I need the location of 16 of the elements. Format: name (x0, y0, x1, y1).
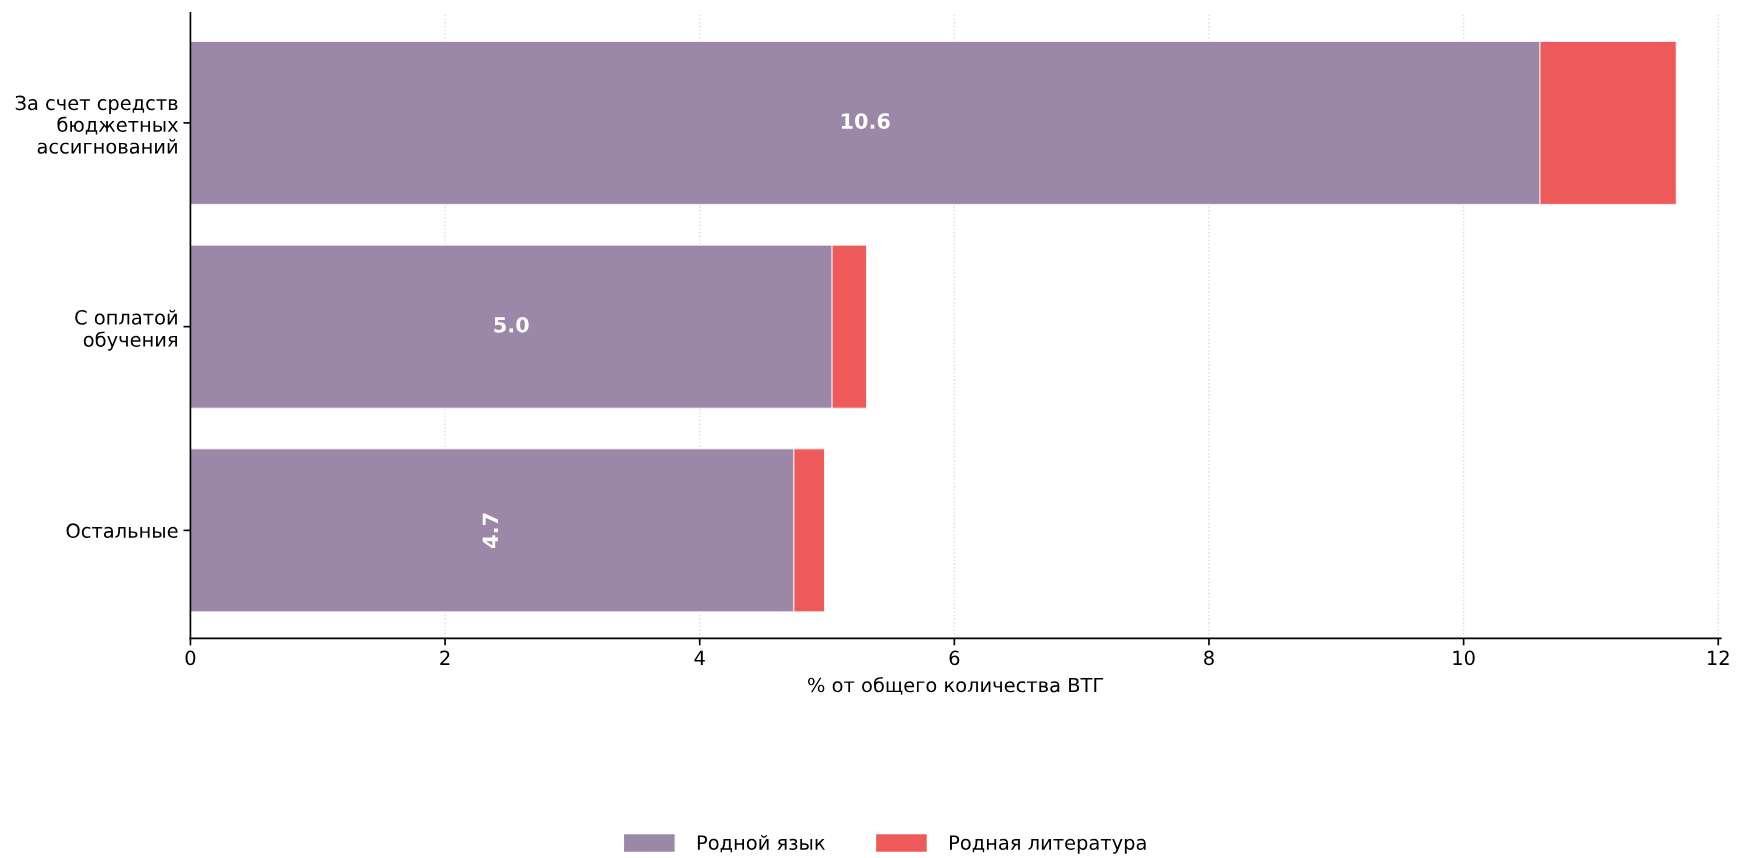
x-tick-label: 10 (1453, 650, 1475, 666)
legend-label: Родной язык (697, 834, 825, 853)
y-tick-label: За счет средств бюджетных ассигнований (15, 95, 178, 154)
x-tick-label: 8 (1204, 650, 1214, 666)
y-tick-label: Остальные (66, 523, 178, 539)
data-label: 5.0 (494, 316, 529, 333)
x-tick-label: 4 (694, 650, 705, 665)
x-axis-title: % от общего количества ВТГ (808, 676, 1104, 695)
legend-label: Родная литература (950, 835, 1146, 854)
x-tick-label: 0 (185, 650, 196, 666)
x-tick-label: 2 (440, 650, 450, 665)
data-label: 4.7 (482, 513, 498, 548)
y-tick-label: С оплатой обучения (75, 309, 177, 351)
data-label: 10.6 (841, 113, 890, 129)
x-tick-label: 6 (949, 650, 960, 666)
x-tick-label: 12 (1708, 650, 1729, 665)
